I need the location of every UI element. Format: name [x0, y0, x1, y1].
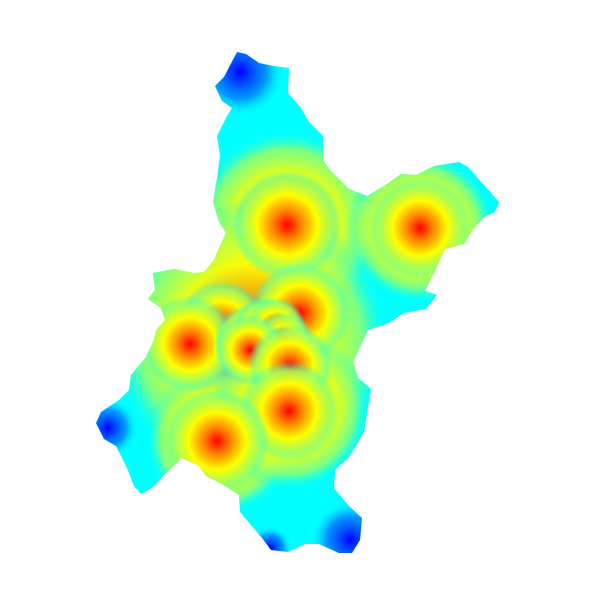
heat-hotspot	[142, 296, 238, 392]
heat-layer	[110, 130, 495, 515]
cold-zone	[195, 52, 285, 117]
heat-hotspot	[165, 389, 269, 493]
heat-hotspot	[370, 178, 470, 278]
heat-hotspot	[232, 170, 342, 280]
cold-zone	[96, 398, 138, 458]
cold-zone	[310, 500, 390, 553]
cold-zone	[248, 526, 292, 553]
